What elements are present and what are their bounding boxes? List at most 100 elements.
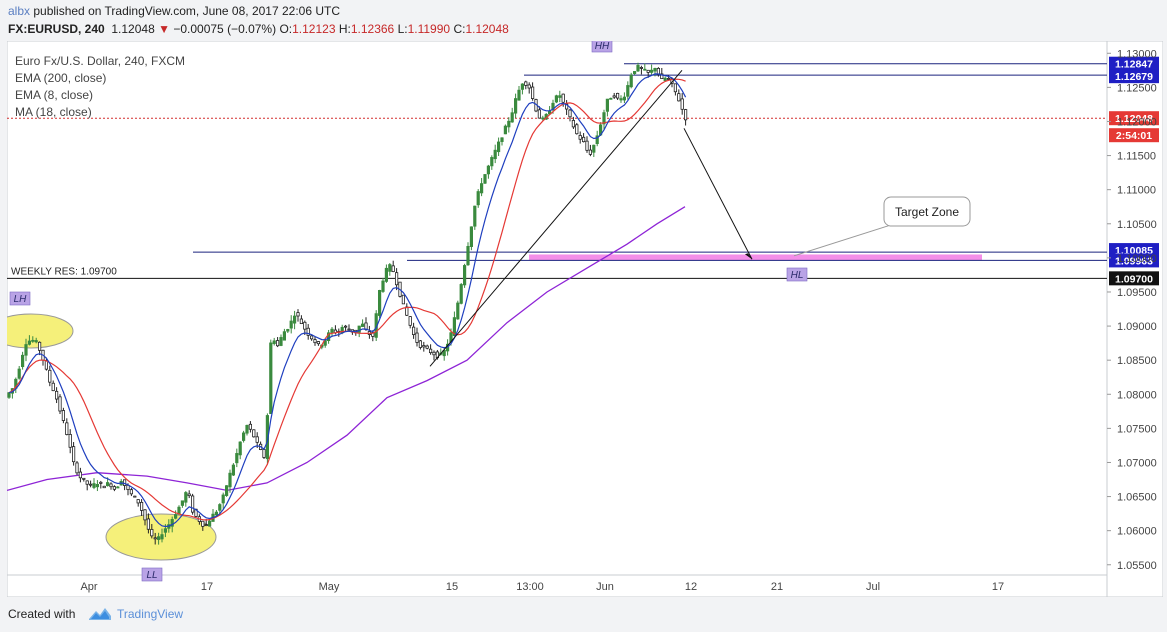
x-tick-label: May <box>319 581 340 593</box>
candle-body <box>636 65 640 72</box>
candle-body <box>673 83 678 93</box>
candle-body <box>507 120 511 128</box>
lh-highlight-ellipse <box>0 313 74 349</box>
candle-body <box>269 342 273 415</box>
candle-body <box>490 157 494 167</box>
candle-body <box>571 120 576 128</box>
candle-body <box>139 501 144 511</box>
close-value: 1.12048 <box>465 22 509 36</box>
candle-body <box>394 272 399 286</box>
candle-body <box>660 73 664 80</box>
y-tick-label: 1.13000 <box>1117 48 1157 60</box>
x-tick-label: 15 <box>446 581 458 593</box>
candle-body <box>248 423 252 430</box>
candle-body <box>466 246 470 266</box>
candle-body <box>279 337 283 346</box>
hl-marker-box <box>786 267 808 282</box>
candle-body <box>58 396 62 412</box>
y-tick-label: 1.08000 <box>1117 389 1157 401</box>
candle-body <box>289 320 293 329</box>
candle-body <box>133 495 137 498</box>
tradingview-logo-icon[interactable] <box>88 604 112 622</box>
chart-area[interactable]: WEEKLY RES: 1.09700 Target Zone HH LH LL HL 1… <box>0 38 1164 598</box>
candle-body <box>531 86 535 99</box>
candle-body <box>75 462 79 474</box>
candle-body <box>27 340 32 345</box>
candle-body <box>520 83 525 90</box>
candle-body <box>61 410 66 421</box>
candle-body <box>401 294 406 305</box>
author-link[interactable]: albx <box>8 4 31 18</box>
candle-body <box>262 449 266 458</box>
created-with-text: Created with <box>8 607 76 621</box>
candle-body <box>646 69 650 73</box>
candle-body <box>619 98 623 101</box>
candle-body <box>272 340 276 344</box>
candle-body <box>218 504 222 511</box>
projection-arrowhead <box>745 253 752 260</box>
candle-body <box>595 135 599 145</box>
symbol-label: FX:EURUSD, 240 <box>8 22 105 36</box>
candle-body <box>72 446 76 463</box>
candle-body <box>170 519 174 527</box>
candle-body <box>568 109 572 118</box>
hl-marker-label: HL <box>791 270 804 281</box>
candle-body <box>381 280 385 292</box>
x-tick-label: Jun <box>596 581 614 593</box>
price-label-weekly: 1.09700 <box>1115 273 1153 285</box>
candle-body <box>299 318 304 325</box>
candle-body <box>684 109 688 121</box>
candle-body <box>204 524 208 526</box>
price-change: −0.00075 (−0.07%) <box>173 22 277 36</box>
candle-body <box>296 312 300 317</box>
candle-body <box>432 351 436 356</box>
y-tick-label: 1.11000 <box>1117 185 1156 197</box>
price-label-countdown-bg <box>1109 128 1159 143</box>
candle-body <box>17 368 21 379</box>
candle-body <box>626 85 630 97</box>
candle-body <box>106 482 110 487</box>
ohlc-line: FX:EURUSD, 240 1.12048 ▼ −0.00075 (−0.07… <box>8 22 509 36</box>
candle-body <box>456 302 460 320</box>
candle-body <box>388 264 392 272</box>
candle-body <box>500 137 504 142</box>
candle-body <box>479 183 484 194</box>
uptrend-line <box>429 70 683 367</box>
candle-body <box>55 390 59 400</box>
candle-body <box>582 136 586 143</box>
footer: Created with TradingView <box>0 598 1167 632</box>
candle-body <box>160 534 164 540</box>
price-label-countdown: 2:54:01 <box>1116 130 1152 142</box>
x-tick-label: 17 <box>992 581 1004 593</box>
candle-body <box>633 71 637 74</box>
candle-body <box>37 341 42 351</box>
candle-body <box>201 520 205 527</box>
candle-body <box>541 117 545 120</box>
candle-body <box>360 323 365 327</box>
tradingview-link[interactable]: TradingView <box>117 607 184 621</box>
price-label-upper: 1.12679 <box>1115 71 1153 83</box>
candle-body <box>527 84 531 89</box>
candle-body <box>85 480 89 485</box>
candle-body <box>136 499 140 504</box>
y-tick-label: 1.12000 <box>1117 116 1157 128</box>
candle-body <box>469 226 474 247</box>
ema8-line <box>8 73 687 528</box>
open-label: O: <box>279 22 293 36</box>
y-tick-label: 1.07500 <box>1117 423 1157 435</box>
candle-body <box>282 331 287 341</box>
price-label-current-bg <box>1109 111 1159 126</box>
candle-body <box>558 95 562 98</box>
high-value: 1.12366 <box>350 22 395 36</box>
candle-body <box>650 69 654 73</box>
legend-title: Euro Fx/U.S. Dollar, 240, FXCM <box>15 54 186 68</box>
candle-body <box>190 495 195 513</box>
candle-body <box>306 327 310 336</box>
price-chart[interactable]: WEEKLY RES: 1.09700 Target Zone HH LH LL HL 1… <box>0 38 1164 598</box>
candle-body <box>667 78 671 80</box>
candle-body <box>235 453 239 464</box>
open-value: 1.12123 <box>292 22 336 36</box>
y-tick-label: 1.10500 <box>1117 219 1157 231</box>
candle-body <box>123 479 127 486</box>
header-bar: albx published on TradingView.com, June … <box>0 0 1167 40</box>
